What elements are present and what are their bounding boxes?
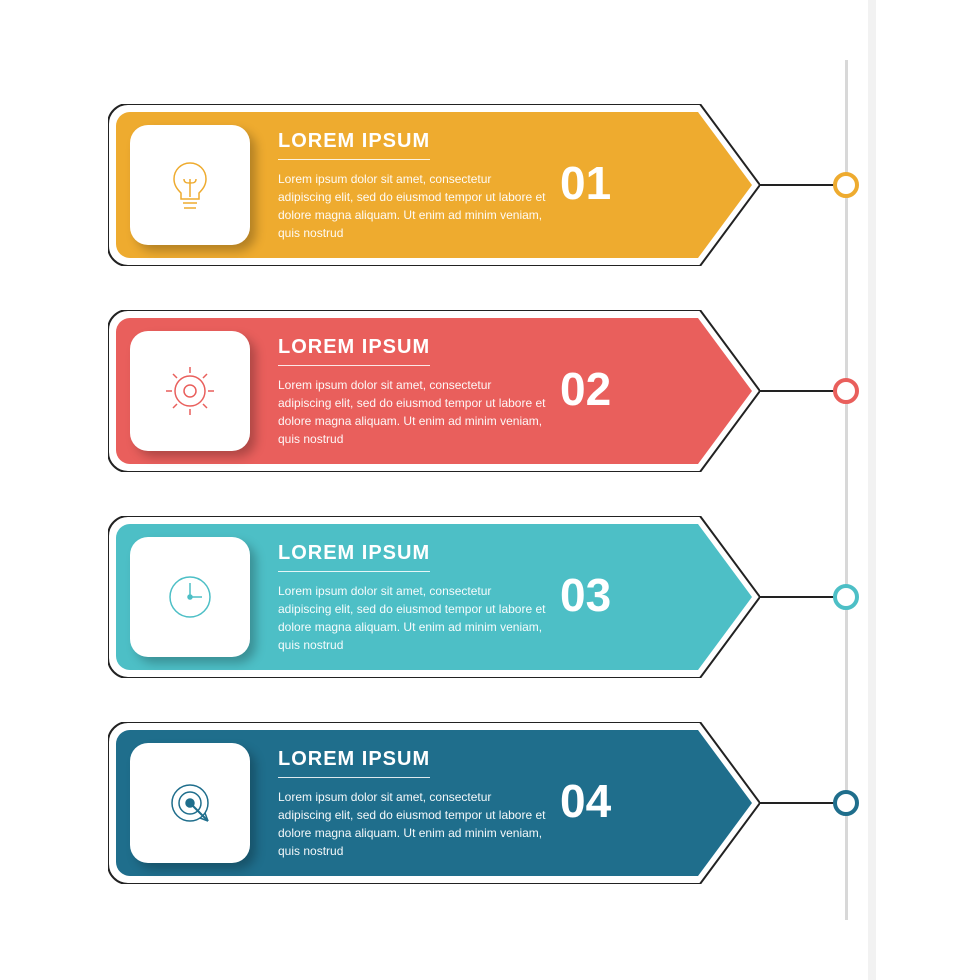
page-edge-shadow <box>868 0 876 980</box>
step-text: LOREM IPSUM Lorem ipsum dolor sit amet, c… <box>278 748 548 860</box>
step-02: LOREM IPSUM Lorem ipsum dolor sit amet, c… <box>108 310 760 472</box>
step-body: Lorem ipsum dolor sit amet, consectetur … <box>278 170 548 242</box>
gear-icon <box>158 359 222 423</box>
timeline-node <box>833 172 859 198</box>
step-text: LOREM IPSUM Lorem ipsum dolor sit amet, c… <box>278 542 548 654</box>
target-icon <box>158 771 222 835</box>
gear-icon-box <box>130 331 250 451</box>
step-title: LOREM IPSUM <box>278 748 430 778</box>
lightbulb-icon-box <box>130 125 250 245</box>
step-title: LOREM IPSUM <box>278 130 430 160</box>
clock-icon-box <box>130 537 250 657</box>
step-number: 02 <box>560 362 611 416</box>
timeline-node <box>833 790 859 816</box>
step-text: LOREM IPSUM Lorem ipsum dolor sit amet, c… <box>278 130 548 242</box>
step-title: LOREM IPSUM <box>278 336 430 366</box>
timeline-node <box>833 584 859 610</box>
target-icon-box <box>130 743 250 863</box>
step-body: Lorem ipsum dolor sit amet, consectetur … <box>278 376 548 448</box>
step-text: LOREM IPSUM Lorem ipsum dolor sit amet, c… <box>278 336 548 448</box>
step-number: 01 <box>560 156 611 210</box>
step-01: LOREM IPSUM Lorem ipsum dolor sit amet, c… <box>108 104 760 266</box>
step-number: 03 <box>560 568 611 622</box>
step-title: LOREM IPSUM <box>278 542 430 572</box>
infographic-canvas: LOREM IPSUM Lorem ipsum dolor sit amet, c… <box>0 0 980 980</box>
step-number: 04 <box>560 774 611 828</box>
step-03: LOREM IPSUM Lorem ipsum dolor sit amet, c… <box>108 516 760 678</box>
step-body: Lorem ipsum dolor sit amet, consectetur … <box>278 788 548 860</box>
timeline-node <box>833 378 859 404</box>
step-04: LOREM IPSUM Lorem ipsum dolor sit amet, c… <box>108 722 760 884</box>
clock-icon <box>158 565 222 629</box>
lightbulb-icon <box>158 153 222 217</box>
step-body: Lorem ipsum dolor sit amet, consectetur … <box>278 582 548 654</box>
